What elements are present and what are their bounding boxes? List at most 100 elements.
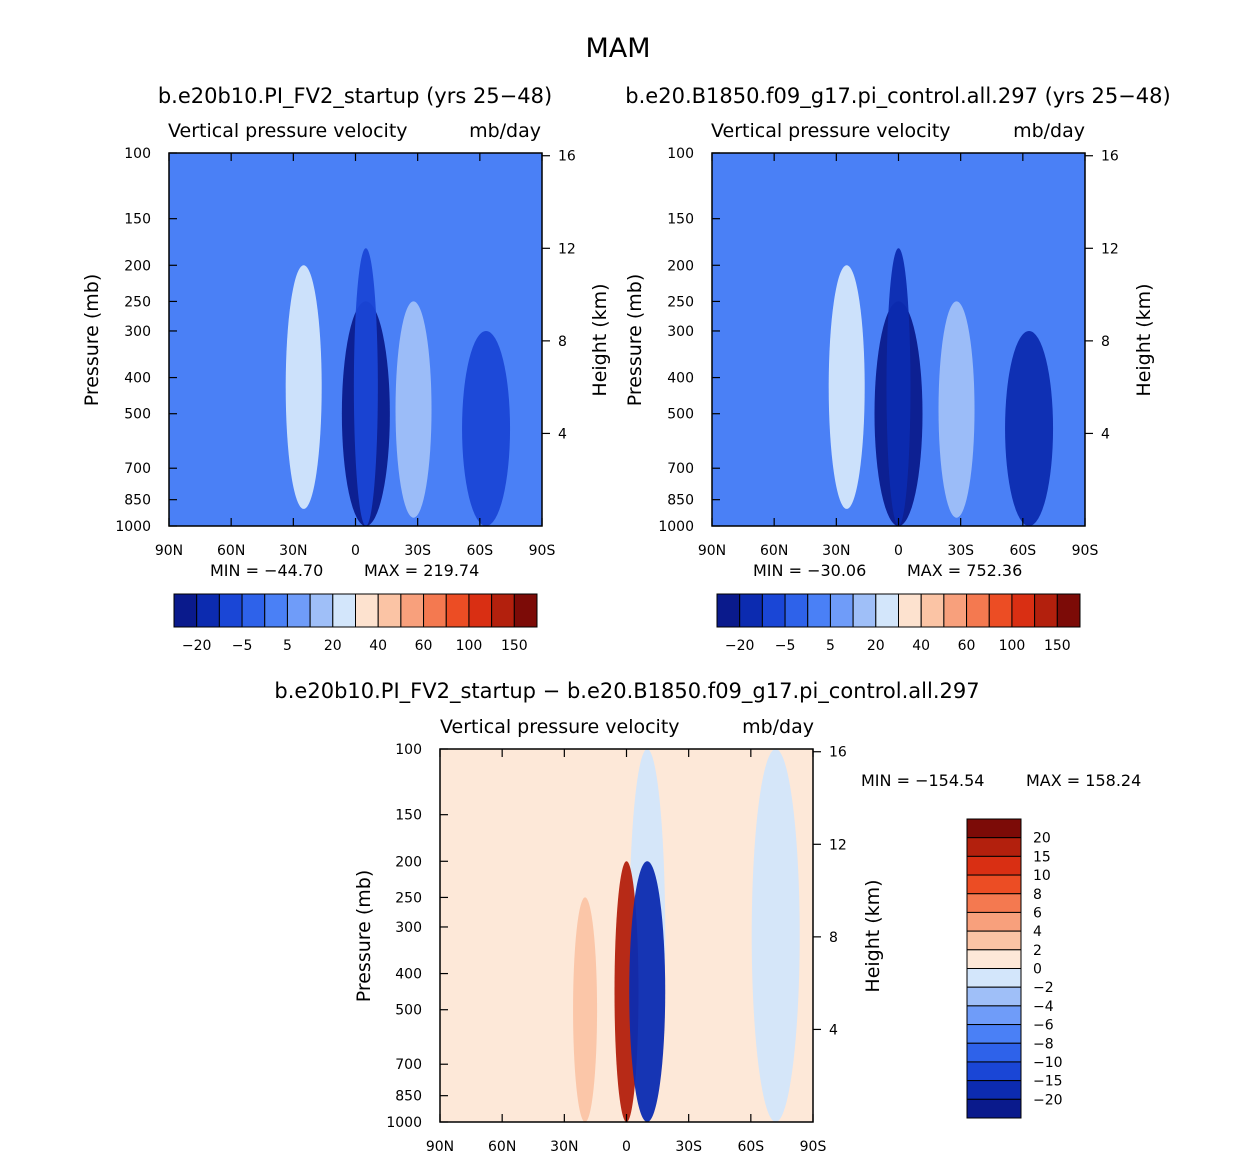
colorbar-label-2-9: −4 — [1033, 999, 1054, 1015]
panel-diff-units: mb/day — [742, 716, 814, 738]
x-tick-label-0-4: 30S — [404, 543, 431, 559]
x-tick-label-1-4: 30S — [947, 543, 974, 559]
contour-region-1-0 — [762, 153, 787, 526]
colorbar-swatch-1-10 — [943, 593, 968, 628]
y-tick-label-1-8: 850 — [667, 493, 694, 509]
y-tick-label-0-6: 500 — [124, 407, 151, 423]
colorbar-swatch-1-5 — [829, 593, 854, 628]
y-tick-right-label-0-3: 4 — [558, 426, 567, 442]
contour-region-2-2 — [751, 749, 800, 1122]
y-tick-label-0-4: 300 — [124, 324, 151, 340]
colorbar-swatch-1-6 — [852, 593, 877, 628]
colorbar-swatch-2-13 — [966, 1061, 1022, 1082]
y-tick-label-2-2: 200 — [395, 854, 422, 870]
colorbar-swatch-0-6 — [309, 593, 334, 628]
y-tick-label-0-2: 200 — [124, 258, 151, 274]
colorbar-swatch-0-15 — [513, 593, 538, 628]
colorbar-swatch-2-5 — [966, 911, 1022, 932]
colorbar-label-2-7: 0 — [1033, 962, 1042, 978]
y-tick-right-label-2-1: 12 — [829, 837, 847, 853]
colorbar-label-0-7: 150 — [501, 638, 528, 654]
y-tick-right-label-0-0: 16 — [558, 149, 576, 165]
colorbar-label-1-5: 60 — [958, 638, 976, 654]
colorbar-swatch-1-8 — [898, 593, 922, 628]
y-tick-label-1-7: 700 — [667, 461, 694, 477]
contour-region-0-1 — [285, 265, 322, 509]
colorbar-label-2-2: 10 — [1033, 868, 1051, 884]
colorbar-swatch-0-2 — [218, 593, 243, 628]
panel-right-ylabel-right: Height (km) — [1133, 283, 1155, 396]
y-tick-label-2-8: 850 — [395, 1089, 422, 1105]
colorbar-swatch-0-7 — [332, 593, 356, 628]
y-tick-label-1-5: 400 — [667, 371, 694, 387]
contour-region-0-3 — [353, 248, 378, 526]
x-tick-label-1-5: 60S — [1009, 543, 1036, 559]
colorbar-swatch-0-3 — [241, 593, 266, 628]
panel-diff-max: MAX = 158.24 — [1026, 771, 1141, 790]
panel-left-title: b.e20b10.PI_FV2_startup (yrs 25−48) — [158, 84, 552, 109]
y-tick-label-2-6: 500 — [395, 1003, 422, 1019]
colorbar-swatch-1-11 — [966, 593, 990, 628]
colorbar-swatch-1-13 — [1011, 593, 1036, 628]
panel-right-variable: Vertical pressure velocity — [711, 120, 951, 142]
y-tick-label-1-9: 1000 — [658, 519, 694, 535]
x-tick-label-2-4: 30S — [675, 1139, 702, 1155]
colorbar-label-0-5: 60 — [415, 638, 433, 654]
y-tick-label-2-1: 150 — [395, 808, 422, 824]
panel-left-ylabel-right: Height (km) — [589, 283, 611, 396]
colorbar-label-2-1: 15 — [1033, 849, 1051, 865]
y-tick-right-label-1-2: 8 — [1101, 334, 1110, 350]
panel-diff-variable: Vertical pressure velocity — [440, 716, 680, 738]
colorbar-label-0-0: −20 — [182, 638, 212, 654]
colorbar-swatch-0-12 — [445, 593, 470, 628]
y-tick-right-label-1-3: 4 — [1101, 426, 1110, 442]
colorbar-swatch-2-9 — [966, 986, 1022, 1007]
colorbar-label-2-8: −2 — [1033, 980, 1054, 996]
colorbar-label-2-11: −8 — [1033, 1036, 1054, 1052]
colorbar-swatch-2-8 — [966, 968, 1022, 988]
colorbar-swatch-1-15 — [1056, 593, 1081, 628]
panel-left-variable: Vertical pressure velocity — [168, 120, 408, 142]
panel-diff-plot: 90N 60N 30N 0 30S 60S 90S 100 150 200 250 300 400 500… — [386, 742, 847, 1155]
panel-right-ylabel: Pressure (mb) — [624, 274, 646, 407]
colorbar-swatch-2-7 — [966, 949, 1022, 969]
x-tick-label-2-5: 60S — [737, 1139, 764, 1155]
colorbar-swatch-1-0 — [716, 593, 741, 628]
colorbar-swatch-2-15 — [966, 1098, 1022, 1119]
y-tick-label-1-4: 300 — [667, 324, 694, 340]
colorbar-swatch-1-3 — [784, 593, 809, 628]
y-tick-label-0-0: 100 — [124, 146, 151, 162]
panel-right-max: MAX = 752.36 — [907, 561, 1022, 580]
contour-region-2-4 — [629, 861, 666, 1122]
colorbar-label-2-3: 8 — [1033, 887, 1042, 903]
y-tick-label-0-8: 850 — [124, 493, 151, 509]
colorbar-label-1-7: 150 — [1044, 638, 1071, 654]
y-tick-label-0-7: 700 — [124, 461, 151, 477]
colorbar-swatch-2-14 — [966, 1080, 1022, 1100]
colorbar-label-2-14: −20 — [1033, 1092, 1063, 1108]
colorbar-label-0-4: 40 — [369, 638, 387, 654]
panel-right-colorbar: −20 −5 5 20 40 60 100 150 — [716, 593, 1081, 654]
colorbar-swatch-0-0 — [173, 593, 198, 628]
colorbar-label-1-4: 40 — [912, 638, 930, 654]
colorbar-swatch-2-1 — [966, 837, 1022, 857]
colorbar-swatch-1-4 — [807, 593, 831, 628]
panel-left: b.e20b10.PI_FV2_startup (yrs 25−48) Vert… — [81, 84, 611, 654]
colorbar-swatch-0-13 — [468, 593, 493, 628]
contour-region-0-5 — [462, 330, 511, 526]
y-tick-label-0-1: 150 — [124, 212, 151, 228]
y-tick-label-1-1: 150 — [667, 212, 694, 228]
season-title: MAM — [585, 33, 650, 64]
y-tick-label-1-2: 200 — [667, 258, 694, 274]
colorbar-label-2-0: 20 — [1033, 831, 1051, 847]
plot-fill-2 — [440, 749, 813, 1122]
x-tick-label-1-0: 90N — [698, 543, 726, 559]
panel-right-units: mb/day — [1013, 120, 1085, 142]
contour-region-1-4 — [938, 301, 975, 518]
x-tick-label-1-1: 60N — [760, 543, 788, 559]
panel-left-min: MIN = −44.70 — [210, 561, 323, 580]
contour-region-2-0 — [573, 897, 598, 1122]
colorbar-swatch-1-2 — [761, 593, 786, 628]
panel-left-max: MAX = 219.74 — [364, 561, 479, 580]
